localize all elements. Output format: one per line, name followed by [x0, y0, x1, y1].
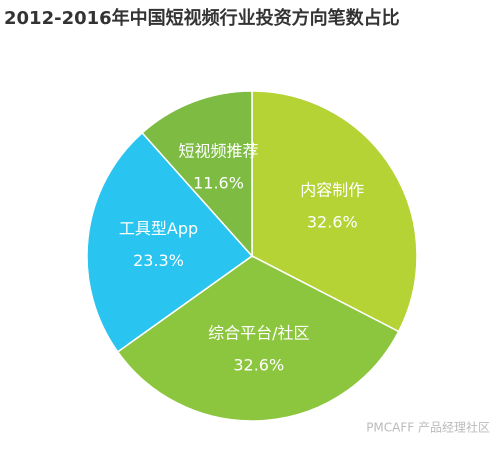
pie-slice	[251, 90, 418, 333]
slice-label: 内容制作	[300, 181, 364, 200]
slice-label: 综合平台/社区	[208, 323, 309, 342]
slice-label: 短视频推荐	[179, 142, 259, 161]
pie-slice	[86, 131, 254, 353]
value-label: 32.6%	[233, 355, 284, 374]
pie-slice	[141, 90, 253, 258]
pie-slice	[116, 255, 400, 422]
watermark: PMCAFF 产品经理社区	[366, 420, 490, 435]
value-label: 23.3%	[133, 251, 184, 270]
chart-title: 2012-2016年中国短视频行业投资方向笔数占比	[4, 7, 400, 29]
value-label: 32.6%	[307, 213, 358, 232]
value-label: 11.6%	[193, 174, 244, 193]
slice-label: 工具型App	[119, 219, 198, 238]
